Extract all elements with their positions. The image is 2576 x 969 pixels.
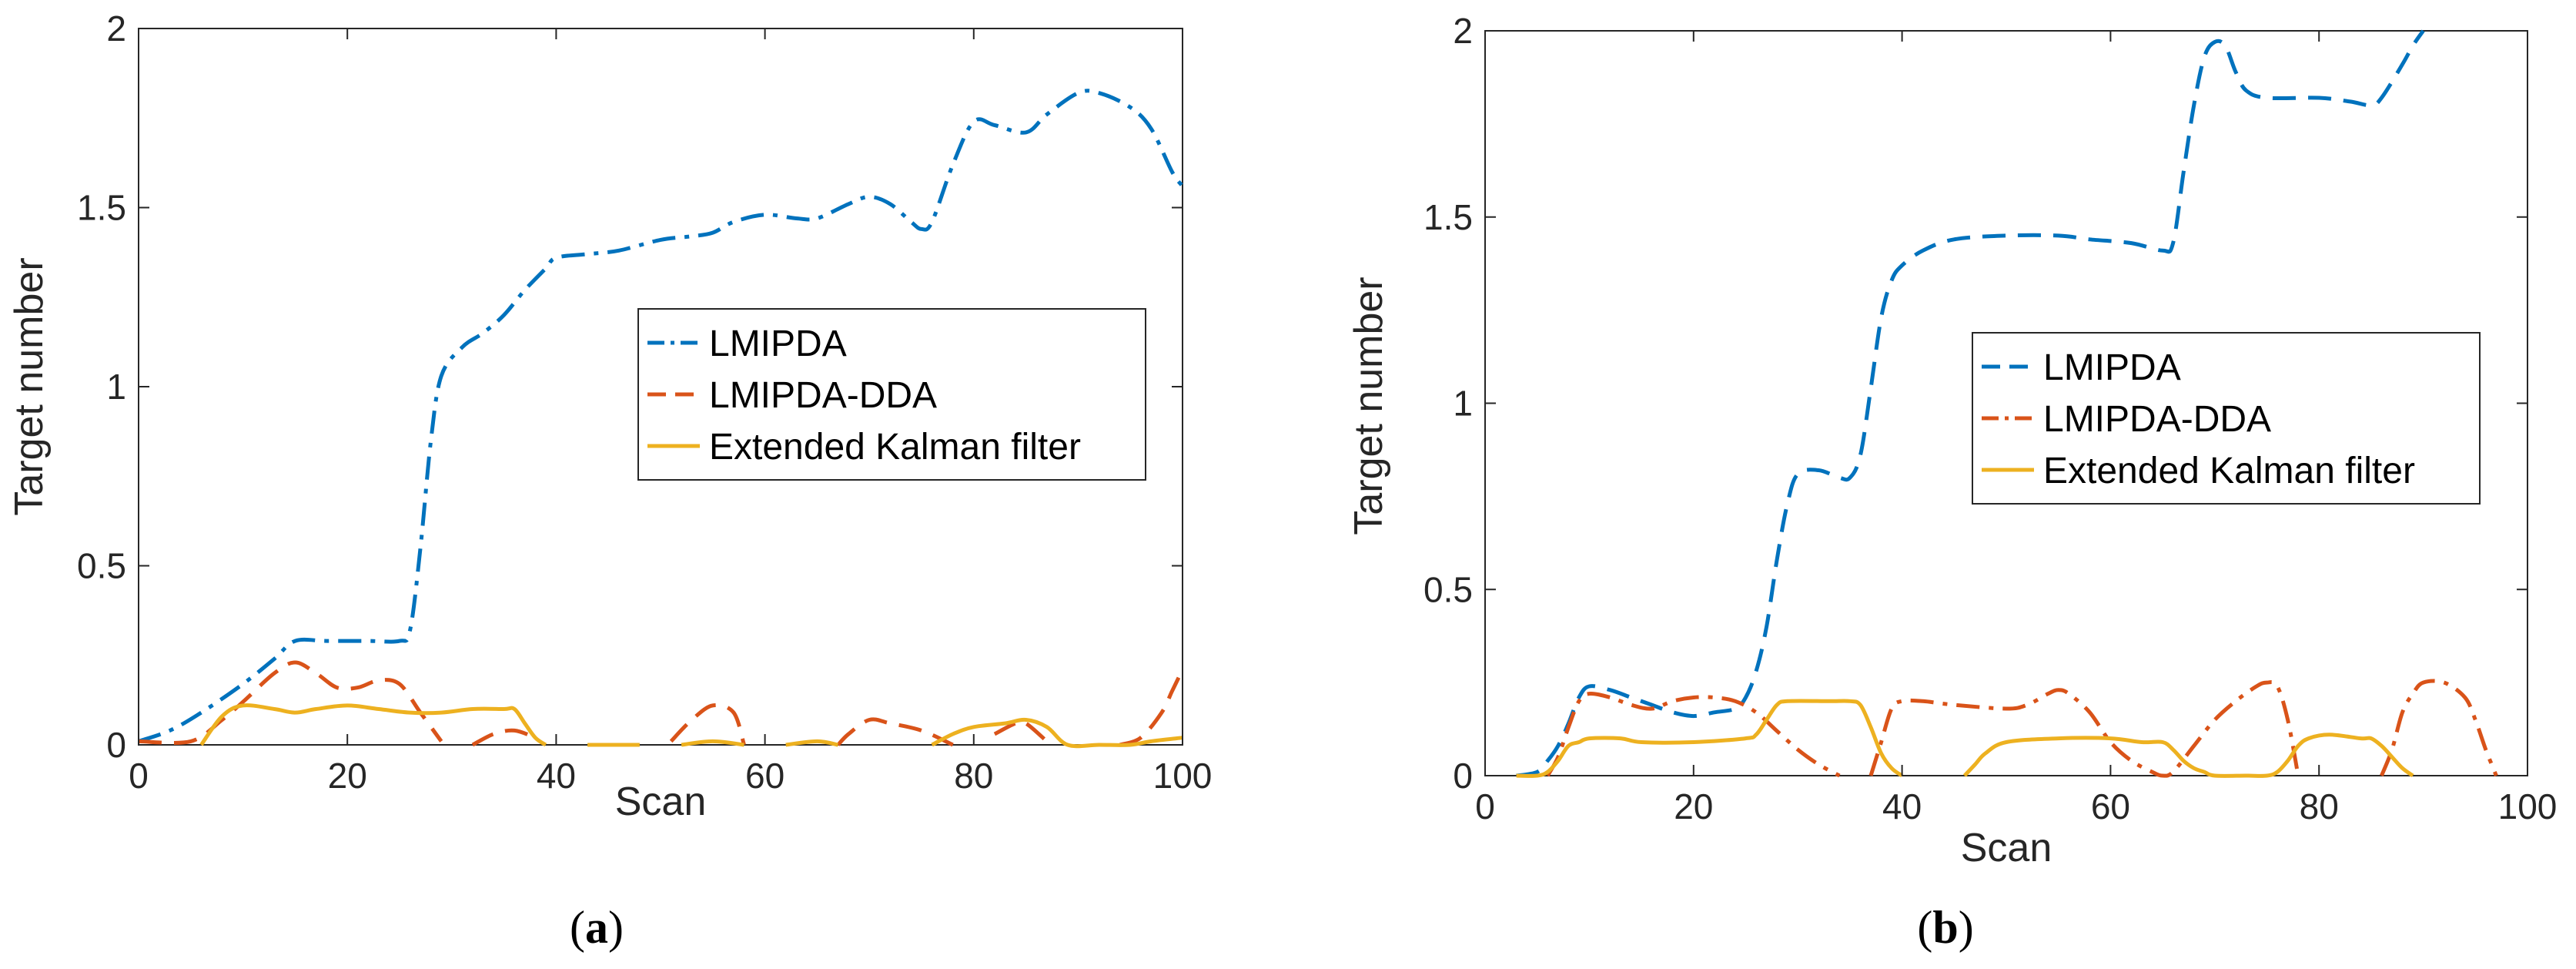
y-tick-label: 2 (1453, 11, 1473, 51)
x-tick-label: 40 (537, 756, 576, 796)
series-line (931, 717, 1183, 749)
series-line (138, 660, 443, 745)
y-tick-label: 0 (1453, 756, 1473, 796)
series-extended-kalman-filter (1516, 699, 2414, 778)
series-line (2380, 679, 2498, 776)
legend-item-lmipda-dda: LMIPDA-DDA (647, 375, 937, 416)
legend-item-lmipda-dda: LMIPDA-DDA (1982, 399, 2271, 440)
legend-item-lmipda: LMIPDA (1982, 347, 2181, 388)
x-tick-label: 80 (954, 756, 993, 796)
legend-label: LMIPDA-DDA (709, 375, 937, 416)
y-tick-label: 1.5 (77, 188, 126, 228)
legend-b: LMIPDA LMIPDA-DDA Extended Kalman filter (1972, 332, 2481, 505)
series-layer-a (138, 89, 1185, 749)
y-axis-a: 0 0.5 1 1.5 2 (77, 8, 1183, 765)
series-extended-kalman-filter (199, 703, 1183, 749)
chart-panel-b: 0 20 40 60 80 100 0 0.5 1 1.5 2 Scan Target numbe… (1347, 11, 2557, 953)
legend-box-a (637, 308, 1146, 481)
legend-label: LMIPDA (709, 324, 847, 364)
caption-a: (a) (570, 902, 624, 953)
y-axis-label-b: Target number (1347, 277, 1391, 535)
x-tick-label: 80 (2300, 786, 2339, 826)
legend-label: LMIPDA-DDA (2043, 399, 2271, 440)
series-lmipda-dda (1546, 679, 2498, 778)
legend-label: LMIPDA (2043, 347, 2181, 388)
x-tick-label: 20 (328, 756, 367, 796)
legend-label: Extended Kalman filter (2043, 451, 2415, 491)
series-line (785, 739, 839, 747)
series-line (199, 703, 547, 747)
series-line (1868, 680, 2300, 778)
y-tick-label: 2 (106, 8, 126, 49)
legend-item-ekf: Extended Kalman filter (647, 427, 1081, 468)
caption-b: (b) (1917, 902, 1973, 953)
series-line (138, 89, 1185, 743)
x-tick-label: 60 (745, 756, 785, 796)
series-line (471, 728, 537, 747)
series-line (993, 719, 1049, 743)
series-line (1962, 733, 2414, 778)
series-line (1119, 669, 1185, 747)
series-lmipda-dda (138, 660, 1185, 747)
x-tick-label: 0 (1475, 786, 1495, 826)
x-tick-label: 60 (2091, 786, 2130, 826)
series-line (1516, 29, 2425, 778)
series-line (836, 717, 954, 747)
x-tick-label: 20 (1674, 786, 1713, 826)
x-axis-b: 0 20 40 60 80 100 (1475, 31, 2557, 826)
series-layer-b (1516, 29, 2498, 778)
x-tick-label: 40 (1882, 786, 1922, 826)
x-tick-label: 0 (129, 756, 149, 796)
series-line (681, 739, 744, 747)
y-tick-label: 1 (1453, 384, 1473, 424)
caption-letter: b (1932, 902, 1958, 953)
y-axis-label-a: Target number (7, 257, 52, 515)
series-line (669, 702, 746, 746)
y-tick-label: 0.5 (77, 546, 126, 586)
y-tick-label: 1.5 (1423, 197, 1473, 237)
chart-panel-a: 0 20 40 60 80 100 0 0.5 1 1.5 2 Scan Target numbe… (7, 8, 1212, 953)
x-axis-a: 0 20 40 60 80 100 (129, 28, 1212, 796)
legend-a: LMIPDA LMIPDA-DDA Extended Kalman filter (637, 308, 1146, 481)
x-tick-label: 100 (2498, 786, 2558, 826)
series-line (1516, 699, 1904, 778)
x-axis-label-a: Scan (615, 780, 707, 824)
y-tick-label: 0.5 (1423, 569, 1473, 609)
x-tick-label: 100 (1153, 756, 1213, 796)
y-axis-b: 0 0.5 1 1.5 2 (1423, 11, 2527, 796)
legend-box-b (1972, 332, 2481, 505)
series-lmipda (1516, 29, 2425, 778)
legend-item-ekf: Extended Kalman filter (1982, 451, 2415, 491)
series-lmipda (138, 89, 1185, 743)
y-tick-label: 0 (106, 725, 126, 765)
y-tick-label: 1 (106, 367, 126, 407)
legend-label: Extended Kalman filter (709, 427, 1081, 468)
caption-letter: a (585, 902, 608, 953)
legend-item-lmipda: LMIPDA (647, 324, 847, 364)
x-axis-label-b: Scan (1961, 826, 2052, 870)
